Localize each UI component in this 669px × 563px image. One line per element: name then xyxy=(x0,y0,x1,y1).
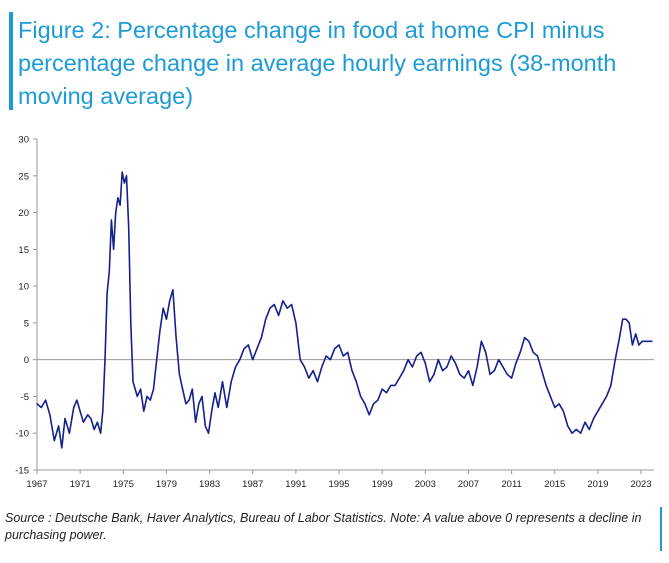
x-tick-label: 2015 xyxy=(544,479,565,490)
y-tick-label: 10 xyxy=(18,282,29,293)
x-axis-ticks: 1967 1971 1975 1979 1983 1987 1991 1995 1999 2003… xyxy=(26,470,652,490)
y-axis-ticks: 30 25 20 15 10 5 0 -5 -10 -15 xyxy=(15,135,37,477)
y-tick-label: 15 xyxy=(18,245,29,256)
x-tick-label: 1987 xyxy=(242,479,263,490)
x-tick-label: 1999 xyxy=(372,479,393,490)
y-tick-label: 20 xyxy=(18,208,29,219)
y-tick-label: -5 xyxy=(21,392,29,403)
series-line xyxy=(36,171,653,449)
x-tick-label: 1967 xyxy=(26,479,47,490)
source-note: Source : Deutsche Bank, Haver Analytics,… xyxy=(5,511,642,542)
x-tick-label: 1991 xyxy=(285,479,306,490)
y-tick-label: -10 xyxy=(15,429,29,440)
x-tick-label: 2007 xyxy=(458,479,479,490)
y-tick-label: 30 xyxy=(18,135,29,146)
source-accent-bar xyxy=(660,507,662,551)
chart-title: Figure 2: Percentage change in food at h… xyxy=(18,17,617,109)
y-tick-label: 0 xyxy=(24,355,29,366)
y-tick-label: 5 xyxy=(24,318,29,329)
y-tick-label: 25 xyxy=(18,171,29,182)
x-tick-label: 2003 xyxy=(415,479,436,490)
y-tick-label: -15 xyxy=(15,466,29,477)
x-tick-label: 2019 xyxy=(587,479,608,490)
x-tick-label: 2011 xyxy=(501,479,521,490)
title-accent-bar xyxy=(9,12,13,110)
x-tick-label: 1971 xyxy=(70,479,91,490)
x-tick-label: 1983 xyxy=(199,479,220,490)
x-tick-label: 1979 xyxy=(156,479,177,490)
x-tick-label: 1995 xyxy=(328,479,349,490)
x-tick-label: 2023 xyxy=(630,479,651,490)
x-tick-label: 1975 xyxy=(113,479,134,490)
